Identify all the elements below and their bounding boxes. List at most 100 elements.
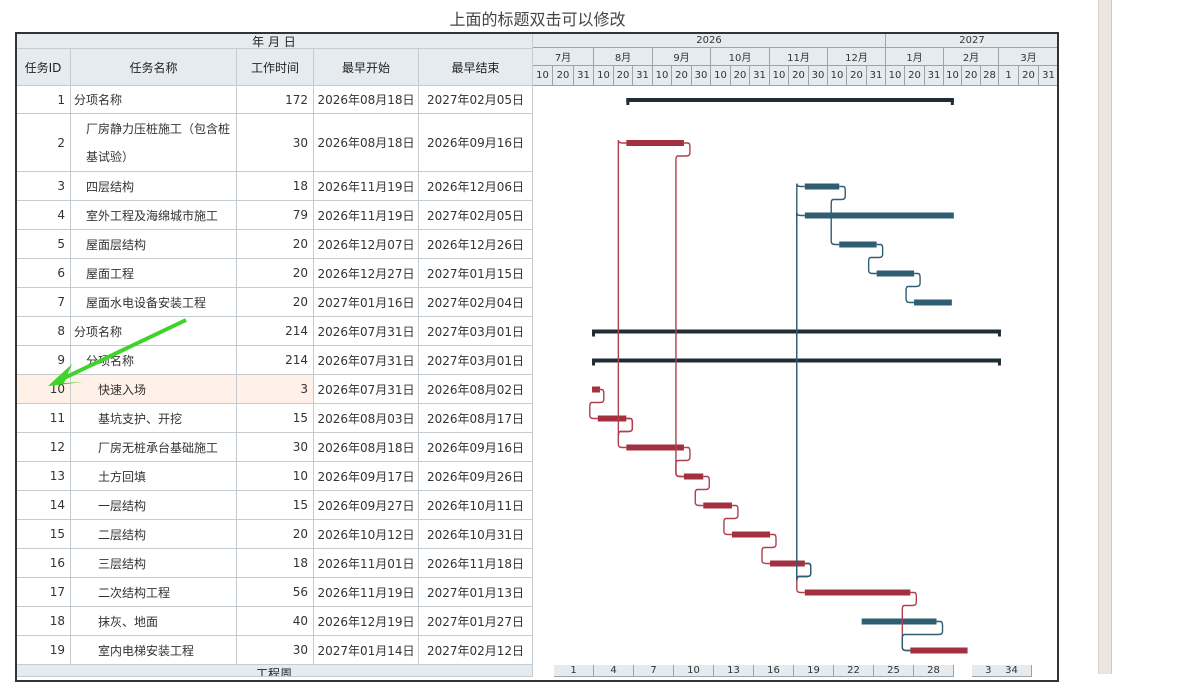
task-end-cell: 2026年09月26日 [419, 462, 533, 491]
task-bar[interactable] [839, 241, 877, 248]
header-day-tick: 20 [614, 66, 633, 86]
header-month: 11月 [770, 48, 828, 66]
critical-task-bar[interactable] [597, 415, 627, 422]
header-year: 2026 [533, 34, 886, 48]
task-id-cell: 13 [17, 462, 71, 491]
task-name-cell[interactable]: 厂房静力压桩施工（包含桩基试验） [71, 114, 237, 172]
task-name-cell[interactable]: 四层结构 [71, 172, 237, 201]
footer-week-tick: 13 [714, 665, 754, 677]
task-start-cell: 2026年07月31日 [314, 375, 419, 404]
critical-task-bar[interactable] [626, 140, 684, 146]
header-day-tick: 10 [886, 66, 905, 86]
task-duration-cell: 214 [237, 317, 314, 346]
task-name-cell[interactable]: 分项名称 [71, 86, 237, 114]
task-duration-cell: 56 [237, 578, 314, 607]
task-bar[interactable] [804, 212, 954, 219]
header-year: 2027 [886, 34, 1057, 48]
task-duration-cell: 30 [237, 114, 314, 172]
task-id-cell: 7 [17, 288, 71, 317]
task-start-cell: 2026年12月27日 [314, 259, 419, 288]
task-bar[interactable] [914, 299, 952, 306]
task-bar[interactable] [804, 183, 840, 190]
summary-bar-cap [592, 358, 596, 366]
dependency-link [723, 504, 739, 536]
header-month: 1月 [886, 48, 944, 66]
critical-task-bar[interactable] [804, 589, 911, 596]
header-day-tick: 10 [594, 66, 614, 86]
document-title[interactable]: 上面的标题双击可以修改 [449, 10, 626, 29]
critical-task-bar[interactable] [703, 502, 732, 509]
task-bar[interactable] [861, 618, 937, 625]
task-name-cell[interactable]: 室外工程及海绵城市施工 [71, 201, 237, 230]
dependency-link [694, 475, 710, 507]
critical-task-bar[interactable] [626, 444, 684, 451]
dependency-link [589, 388, 605, 420]
header-task-id[interactable]: 任务ID [17, 49, 71, 86]
task-name-cell[interactable]: 二层结构 [71, 520, 237, 549]
task-name-cell[interactable]: 二次结构工程 [71, 578, 237, 607]
task-duration-cell: 20 [237, 520, 314, 549]
task-name-cell[interactable]: 三层结构 [71, 549, 237, 578]
critical-task-bar[interactable] [592, 386, 601, 393]
task-start-cell: 2026年12月07日 [314, 230, 419, 259]
task-id-cell: 12 [17, 433, 71, 462]
header-task-name[interactable]: 任务名称 [71, 49, 237, 86]
task-name-cell[interactable]: 一层结构 [71, 491, 237, 520]
task-end-cell: 2026年08月02日 [419, 375, 533, 404]
task-name-cell[interactable]: 基坑支护、开挖 [71, 404, 237, 433]
header-month: 2月 [944, 48, 999, 66]
task-id-cell: 19 [17, 636, 71, 665]
critical-task-bar[interactable] [683, 473, 704, 480]
header-day-tick: 31 [867, 66, 886, 86]
task-bar[interactable] [876, 270, 915, 277]
summary-bar[interactable] [626, 98, 954, 102]
dependency-link [675, 142, 691, 478]
task-id-cell: 1 [17, 86, 71, 114]
task-start-cell: 2026年08月03日 [314, 404, 419, 433]
task-duration-cell: 30 [237, 636, 314, 665]
critical-task-bar[interactable] [770, 560, 805, 567]
footer-week-tick: 10 [674, 665, 714, 677]
critical-task-bar[interactable] [910, 647, 968, 654]
dependency-link [901, 620, 944, 652]
dependency-link [796, 183, 812, 581]
task-name-cell[interactable]: 厂房无桩承台基础施工 [71, 433, 237, 462]
task-name-cell[interactable]: 室内电梯安装工程 [71, 636, 237, 665]
task-name-cell[interactable]: 屋面工程 [71, 259, 237, 288]
task-duration-cell: 214 [237, 346, 314, 375]
task-start-cell: 2026年11月19日 [314, 201, 419, 230]
task-start-cell: 2026年09月17日 [314, 462, 419, 491]
task-id-cell: 11 [17, 404, 71, 433]
header-month: 10月 [711, 48, 770, 66]
footer-week-tick: 34 [992, 665, 1032, 677]
task-end-cell: 2027年01月15日 [419, 259, 533, 288]
task-id-cell: 4 [17, 201, 71, 230]
header-month: 12月 [828, 48, 886, 66]
task-id-cell: 18 [17, 607, 71, 636]
header-early-end[interactable]: 最早结束 [419, 49, 533, 86]
header-duration[interactable]: 工作时间 [237, 49, 314, 86]
task-start-cell: 2026年09月27日 [314, 491, 419, 520]
header-day-tick: 31 [750, 66, 770, 86]
header-day-tick: 31 [1039, 66, 1057, 86]
dependency-link [617, 417, 634, 449]
task-name-cell[interactable]: 土方回填 [71, 462, 237, 491]
task-end-cell: 2026年12月26日 [419, 230, 533, 259]
critical-task-bar[interactable] [731, 531, 770, 538]
task-name-cell[interactable]: 屋面水电设备安装工程 [71, 288, 237, 317]
task-end-cell: 2026年08月17日 [419, 404, 533, 433]
task-id-cell: 6 [17, 259, 71, 288]
header-day-tick: 20 [553, 66, 574, 86]
task-end-cell: 2027年01月27日 [419, 607, 533, 636]
task-name-cell[interactable]: 屋面层结构 [71, 230, 237, 259]
task-duration-cell: 18 [237, 172, 314, 201]
task-name-cell[interactable]: 抹灰、地面 [71, 607, 237, 636]
header-early-start[interactable]: 最早开始 [314, 49, 419, 86]
task-end-cell: 2026年09月16日 [419, 114, 533, 172]
task-start-cell: 2027年01月14日 [314, 636, 419, 665]
footer-week-tick: 19 [794, 665, 834, 677]
dependency-link [761, 533, 777, 565]
task-end-cell: 2027年02月05日 [419, 86, 533, 114]
task-duration-cell: 20 [237, 259, 314, 288]
header-day-tick: 10 [653, 66, 672, 86]
